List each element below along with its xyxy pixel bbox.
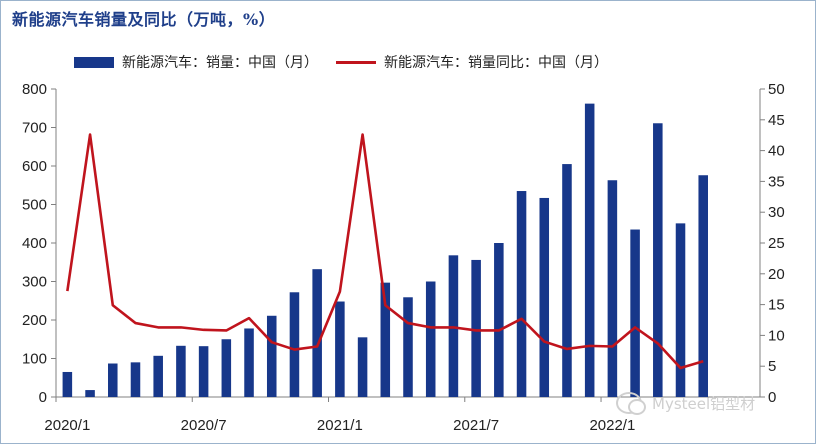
y-left-tick-label: 600 [22,158,47,175]
bar [516,191,527,397]
y-right-tick-label: 0 [768,389,776,406]
chart-title: 新能源汽车销量及同比（万吨，%） [12,10,276,29]
bar [108,363,118,397]
bar [176,345,186,397]
legend-item-line: 新能源汽车：销量同比：中国（月） [336,52,608,72]
watermark: Mysteel铝型材 [616,392,756,415]
bar [198,346,209,397]
bar [653,123,663,397]
bar [244,328,254,397]
y-left-tick-label: 700 [22,120,47,137]
bar [85,390,95,397]
y-left-tick-label: 400 [22,235,47,252]
bar [289,292,300,397]
bar [312,269,322,397]
watermark-text: Mysteel铝型材 [652,394,756,413]
chart-legend: 新能源汽车：销量：中国（月） 新能源汽车：销量同比：中国（月） [74,52,626,72]
bar [403,297,413,397]
bar [130,362,141,397]
legend-label-line: 新能源汽车：销量同比：中国（月） [384,55,608,71]
line-series-yoy [66,133,704,370]
y-left-tick-label: 200 [22,312,47,329]
x-tick-label: 2022/1 [589,417,635,434]
y-right-tick-label: 35 [768,173,785,190]
y-right-tick-label: 40 [768,143,785,160]
x-tick-label: 2021/7 [453,417,499,434]
y-right-tick-label: 10 [768,327,785,344]
y-left-tick-label: 800 [22,81,47,98]
y-left-tick-label: 500 [22,197,47,214]
bar [630,229,640,397]
wechat-icon [616,392,646,415]
y-right-tick-label: 20 [768,266,785,283]
y-left-tick-label: 300 [22,274,47,291]
y-left-tick-label: 0 [39,389,47,406]
bar [357,337,368,397]
y-right-tick-label: 50 [768,81,785,98]
bar [425,281,436,397]
bar [562,164,572,397]
bar [221,339,232,397]
bar [153,355,163,397]
legend-swatch-line [336,60,376,64]
y-right-tick-label: 5 [768,358,776,375]
legend-swatch-bar [74,56,114,68]
legend-label-bar: 新能源汽车：销量：中国（月） [122,55,318,71]
bar [539,197,550,397]
bar [584,103,595,397]
bar [675,223,686,397]
x-tick-label: 2020/1 [44,417,90,434]
legend-item-bar: 新能源汽车：销量：中国（月） [74,52,318,72]
y-right-tick-label: 30 [768,204,785,221]
bar [62,371,73,397]
x-tick-label: 2021/1 [317,417,363,434]
bar [380,282,391,397]
y-right-tick-label: 15 [768,297,785,314]
x-tick-label: 2020/7 [181,417,227,434]
bar [471,259,481,397]
bar [494,243,504,397]
bar [607,180,618,397]
bar [266,315,277,397]
bar [335,301,345,397]
y-right-tick-label: 45 [768,112,785,129]
y-right-tick-label: 25 [768,235,785,252]
bar [698,175,708,397]
y-left-tick-label: 100 [22,351,47,368]
